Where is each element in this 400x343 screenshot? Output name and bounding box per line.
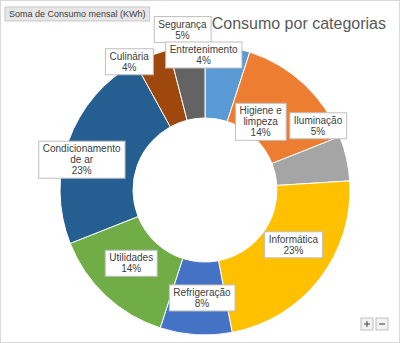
chart-title: Consumo por categorias [212, 15, 386, 32]
data-label-text: Refrigeração8% [173, 287, 231, 309]
data-label: Higiene elimpeza14% [235, 103, 286, 140]
data-label-box [105, 250, 157, 276]
data-label-box [154, 17, 211, 43]
value-label: 5% [311, 126, 326, 137]
data-label-box [235, 103, 286, 140]
value-label: 5% [175, 30, 190, 41]
slice [218, 181, 350, 333]
category-label: Iluminação [294, 115, 343, 126]
expand-button[interactable] [361, 318, 373, 330]
value-label: 8% [195, 298, 210, 309]
slices [60, 45, 350, 335]
data-labels: Segurança5%Higiene elimpeza14%Iluminação… [39, 17, 347, 311]
category-label: Utilidades [109, 252, 153, 263]
data-label-box [169, 285, 235, 311]
data-label: Iluminação5% [290, 113, 347, 139]
value-label: 14% [121, 263, 141, 274]
data-label: Informática23% [265, 232, 323, 258]
category-label: Informática [269, 234, 319, 245]
data-label-text: Informática23% [269, 234, 319, 256]
value-label: 23% [72, 165, 92, 176]
value-label: 4% [196, 55, 211, 66]
button-icon [379, 323, 385, 324]
category-label: Culinária [109, 51, 149, 62]
chart-frame [1, 1, 400, 343]
category-label: Segurança [158, 19, 207, 30]
value-label: 23% [283, 245, 303, 256]
value-label: 4% [122, 62, 137, 73]
field-button: Soma de Consumo mensal (KWh) [5, 7, 150, 21]
button-icon [366, 321, 367, 327]
category-label: Entretenimento [170, 44, 238, 55]
data-label-text: Iluminação5% [294, 115, 343, 137]
category-label: Refrigeração [173, 287, 231, 298]
data-label: Refrigeração8% [169, 285, 235, 311]
category-label: de ar [70, 154, 93, 165]
data-label-box [39, 141, 125, 178]
data-label-box [265, 232, 323, 258]
data-label-box [166, 42, 242, 68]
annotation-box [5, 7, 150, 21]
category-label: Condicionamento [43, 143, 121, 154]
data-label: Segurança5% [154, 17, 211, 43]
data-label-text: Culinária4% [109, 51, 149, 73]
data-label-text: Condicionamentode ar23% [43, 143, 121, 176]
data-label-text: Segurança5% [158, 19, 207, 41]
category-label: Higiene e [239, 105, 282, 116]
data-label: Condicionamentode ar23% [39, 141, 125, 178]
data-label-box [105, 49, 153, 75]
value-label: 14% [251, 127, 271, 138]
data-label-text: Higiene elimpeza14% [239, 105, 282, 138]
collapse-button[interactable] [376, 318, 388, 330]
data-label: Culinária4% [105, 49, 153, 75]
zoom-buttons [361, 318, 388, 330]
slice [272, 137, 350, 186]
data-label: Utilidades14% [105, 250, 157, 276]
data-label: Entretenimento4% [166, 42, 242, 68]
data-label-text: Utilidades14% [109, 252, 153, 274]
data-label-box [290, 113, 347, 139]
category-label: limpeza [243, 116, 278, 127]
chart: Soma de Consumo mensal (KWh) Consumo por … [0, 0, 400, 343]
data-label-text: Entretenimento4% [170, 44, 238, 66]
annotation: Soma de Consumo mensal (KWh) [9, 9, 146, 19]
